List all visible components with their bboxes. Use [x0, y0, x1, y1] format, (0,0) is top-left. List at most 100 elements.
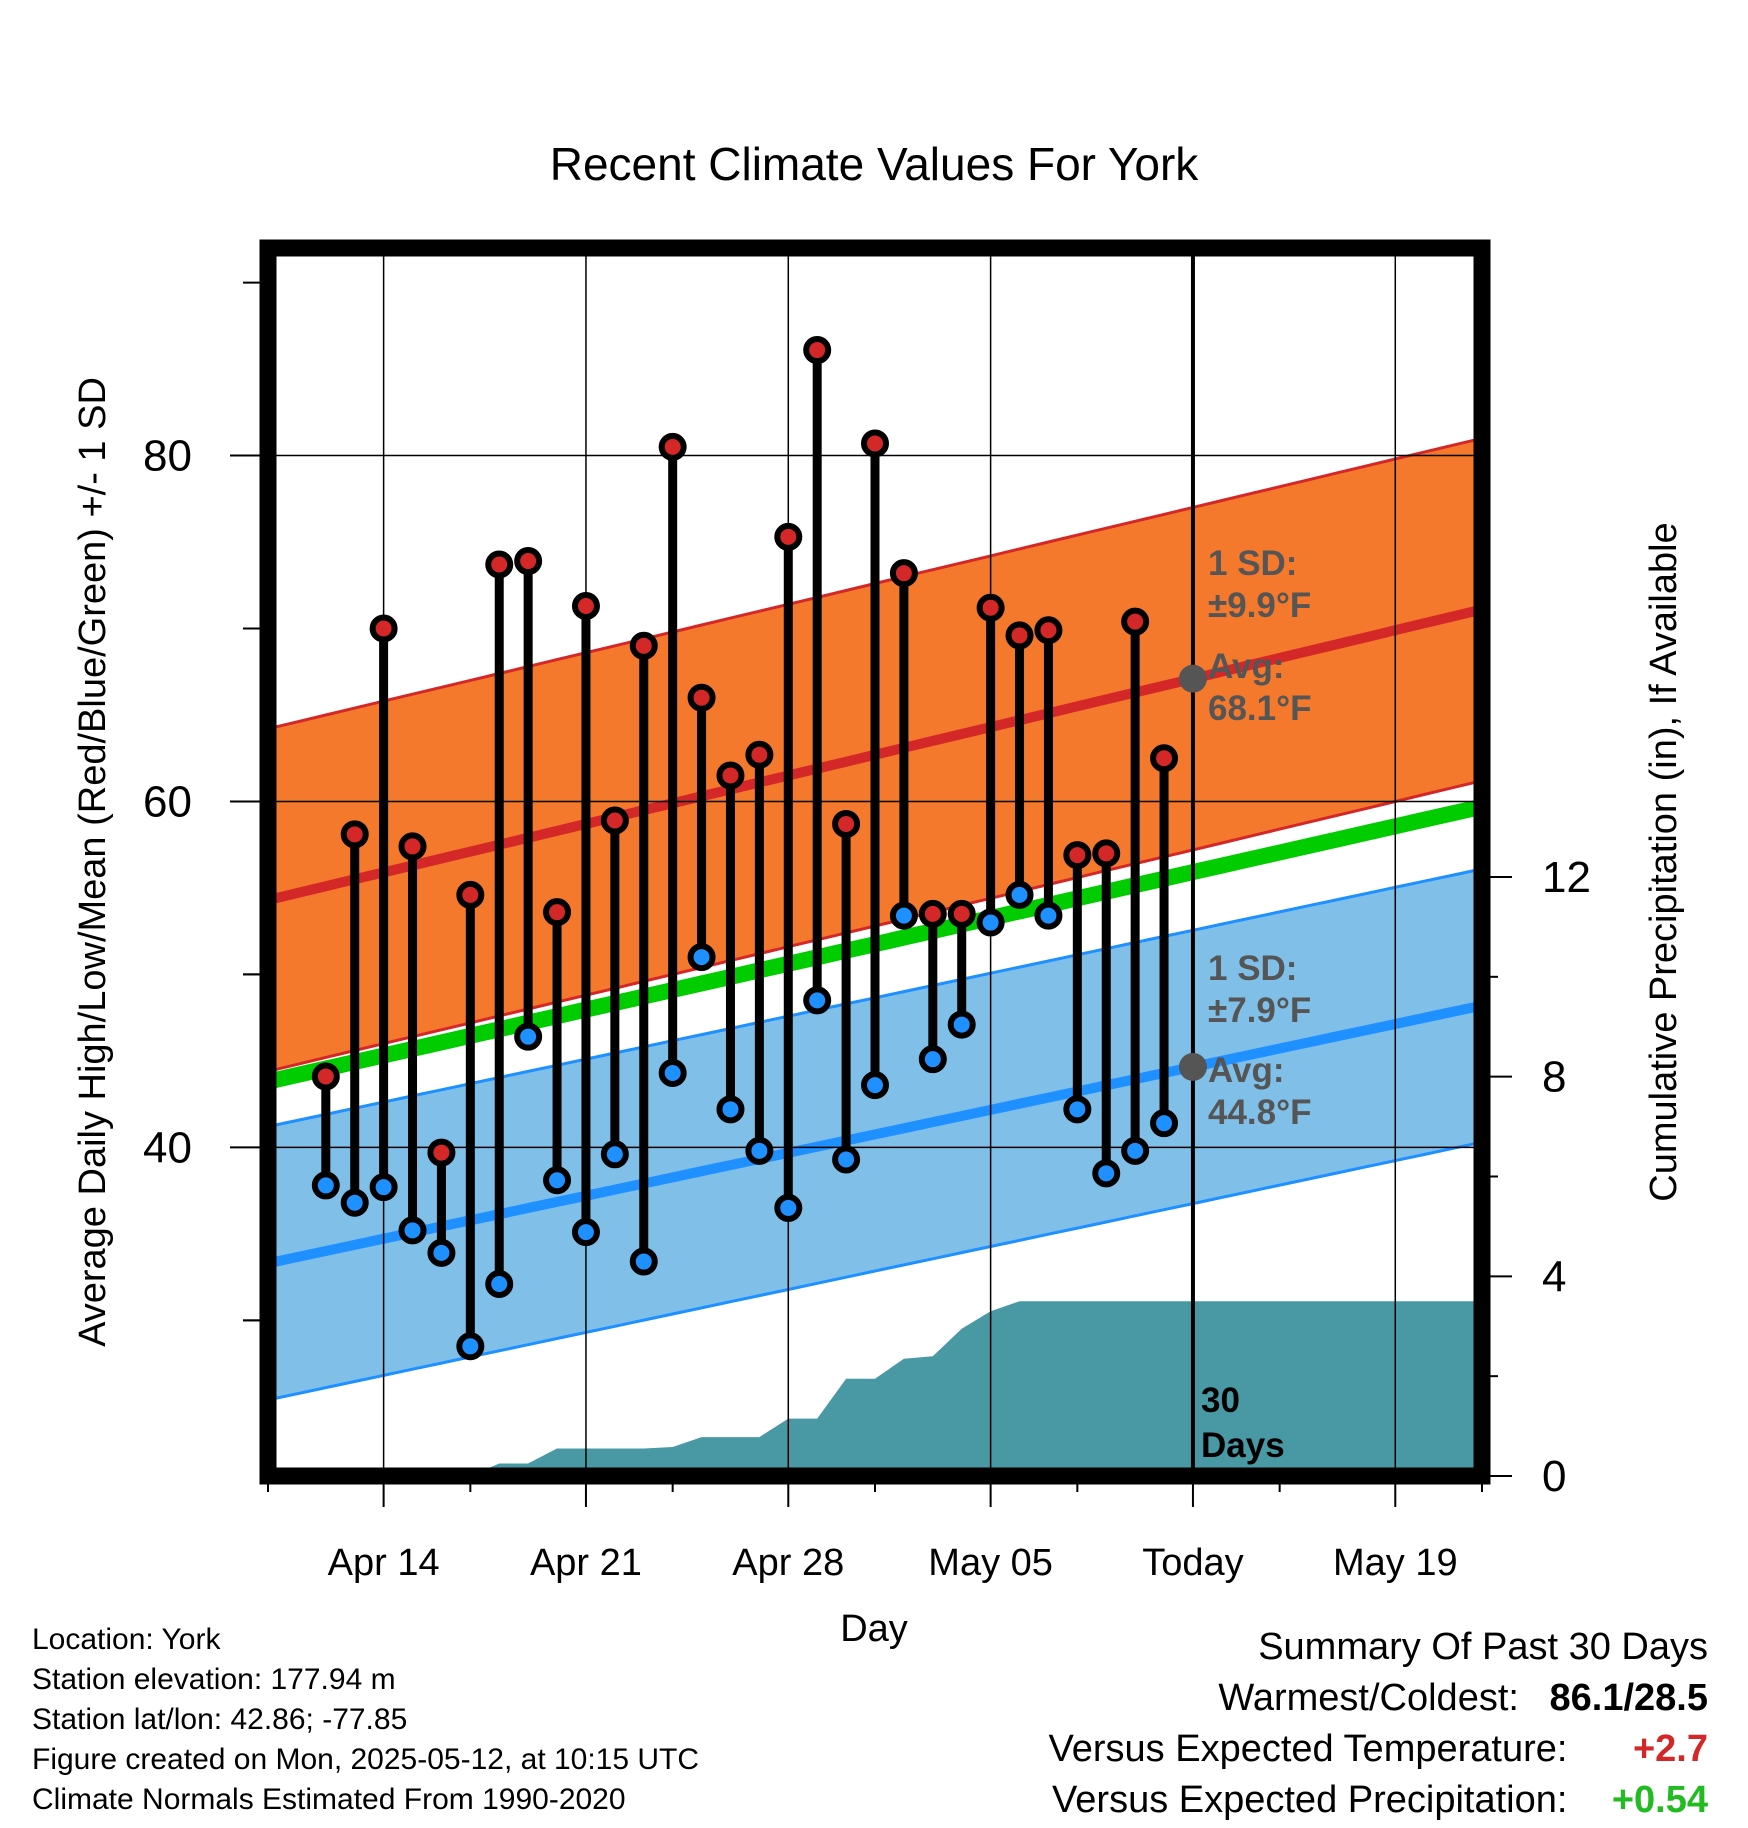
station-info: Location: York Station elevation: 177.94… [32, 1620, 699, 1820]
daily-low-point [600, 1140, 629, 1169]
daily-high-point [832, 809, 861, 838]
x-tick-label: Apr 14 [328, 1542, 440, 1584]
daily-high-point [629, 631, 658, 660]
low-sd-value: ±7.9°F [1208, 991, 1311, 1030]
daily-high-point [774, 522, 803, 551]
daily-low-point [1063, 1095, 1092, 1124]
y2-tick-label: 0 [1542, 1452, 1566, 1501]
daily-high-point [456, 880, 485, 909]
high-sd-value: ±9.9°F [1208, 586, 1311, 625]
y2-tick-label: 8 [1542, 1053, 1566, 1102]
daily-low-point [918, 1045, 947, 1074]
daily-high-point [687, 683, 716, 712]
summary-heading: Summary Of Past 30 Days [1258, 1626, 1708, 1668]
y2-tick-label: 12 [1542, 853, 1591, 902]
daily-high-point [716, 761, 745, 790]
daily-high-point [976, 593, 1005, 622]
daily-high-point [803, 336, 832, 365]
y-tick-label: 40 [143, 1123, 192, 1172]
daily-low-point [947, 1010, 976, 1039]
daily-low-point [456, 1332, 485, 1361]
daily-high-point [427, 1138, 456, 1167]
created-text: Figure created on Mon, 2025-05-12, at 10… [32, 1743, 700, 1776]
daily-low-point [889, 901, 918, 930]
precip-value: +0.54 [1611, 1779, 1708, 1821]
period-number: 30 [1201, 1381, 1240, 1420]
summary-panel: Summary Of Past 30 Days Warmest/Coldest:… [1049, 1622, 1708, 1826]
daily-low-point [745, 1136, 774, 1165]
daily-high-point [861, 429, 889, 458]
x-tick-label: May 19 [1333, 1542, 1458, 1584]
daily-bars [311, 336, 1179, 1361]
high-sd-label: 1 SD: [1208, 544, 1297, 583]
daily-low-point [1121, 1136, 1150, 1165]
period-unit: Days [1201, 1426, 1285, 1465]
daily-high-point [1150, 744, 1179, 773]
daily-low-point [340, 1188, 369, 1217]
daily-low-point [803, 986, 832, 1015]
y-tick-label: 80 [143, 432, 192, 481]
daily-high-point [311, 1062, 340, 1091]
daily-low-point [861, 1071, 889, 1100]
latlon-text: Station lat/lon: 42.86; -77.85 [32, 1703, 408, 1736]
x-tick-label: Today [1142, 1542, 1243, 1584]
today-high-avg-point [1178, 664, 1207, 693]
daily-high-point [340, 820, 369, 849]
daily-high-point [600, 806, 629, 835]
daily-low-point [1092, 1159, 1121, 1188]
x-tick-label: Apr 21 [530, 1542, 642, 1584]
daily-low-point [485, 1270, 514, 1299]
daily-high-point [947, 899, 976, 928]
daily-high-point [571, 592, 600, 621]
low-sd-label: 1 SD: [1208, 949, 1297, 988]
daily-low-point [543, 1166, 572, 1195]
daily-low-point [716, 1095, 745, 1124]
daily-high-point [658, 432, 687, 461]
daily-low-point [658, 1059, 687, 1088]
daily-low-point [1005, 880, 1034, 909]
x-axis-label: Day [840, 1608, 908, 1650]
daily-high-point [543, 898, 572, 927]
y2-axis-label: Cumulative Precipitation (in), If Availa… [1643, 522, 1685, 1201]
daily-low-point [976, 908, 1005, 937]
precipitation-area [470, 1301, 1482, 1476]
summary-warm-cold: Warmest/Coldest: 86.1/28.5 [1049, 1673, 1708, 1724]
elevation-text: Station elevation: 177.94 m [32, 1663, 396, 1696]
low-avg-label: Avg: [1208, 1051, 1284, 1090]
daily-high-point [745, 740, 774, 769]
daily-low-point [629, 1247, 658, 1276]
daily-low-point [774, 1193, 803, 1222]
location-text: Location: York [32, 1623, 221, 1656]
daily-low-point [832, 1145, 861, 1174]
daily-high-point [514, 547, 543, 576]
daily-high-point [918, 899, 947, 928]
today-marker [1178, 248, 1207, 1476]
daily-high-point [889, 559, 918, 588]
daily-high-point [369, 614, 398, 643]
temp-value: +2.7 [1632, 1728, 1708, 1770]
y-axis-label: Average Daily High/Low/Mean (Red/Blue/Gr… [72, 377, 114, 1347]
axes: Recent Climate Values For York Day Avera… [72, 138, 1685, 1650]
daily-low-point [398, 1216, 427, 1245]
summary-temp: Versus Expected Temperature: +2.7 [1049, 1724, 1708, 1775]
daily-low-point [1150, 1109, 1179, 1138]
plot-frame: 40 60 80 0 4 8 12 Apr 14 Apr 21 Apr 28 May 05 Today… [143, 239, 1591, 1584]
annotations: 1 SD: ±9.9°F Avg: 68.1°F 1 SD: ±7.9°F Av… [1201, 544, 1312, 1465]
y2-tick-label: 4 [1542, 1252, 1566, 1301]
daily-low-point [687, 943, 716, 972]
x-tick-label: May 05 [928, 1542, 1053, 1584]
low-avg-value: 44.8°F [1208, 1093, 1312, 1132]
warm-cold-label: Warmest/Coldest: [1218, 1677, 1519, 1719]
daily-high-point [1092, 839, 1121, 868]
precip-label: Versus Expected Precipitation: [1052, 1779, 1568, 1821]
summary-precip: Versus Expected Precipitation: +0.54 [1049, 1775, 1708, 1826]
daily-high-point [1121, 607, 1150, 636]
daily-high-point [398, 832, 427, 861]
daily-low-point [311, 1171, 340, 1200]
today-low-avg-point [1178, 1052, 1207, 1081]
daily-high-point [1005, 621, 1034, 650]
daily-low-point [369, 1173, 398, 1202]
x-tick-label: Apr 28 [732, 1542, 844, 1584]
high-avg-value: 68.1°F [1208, 689, 1312, 728]
